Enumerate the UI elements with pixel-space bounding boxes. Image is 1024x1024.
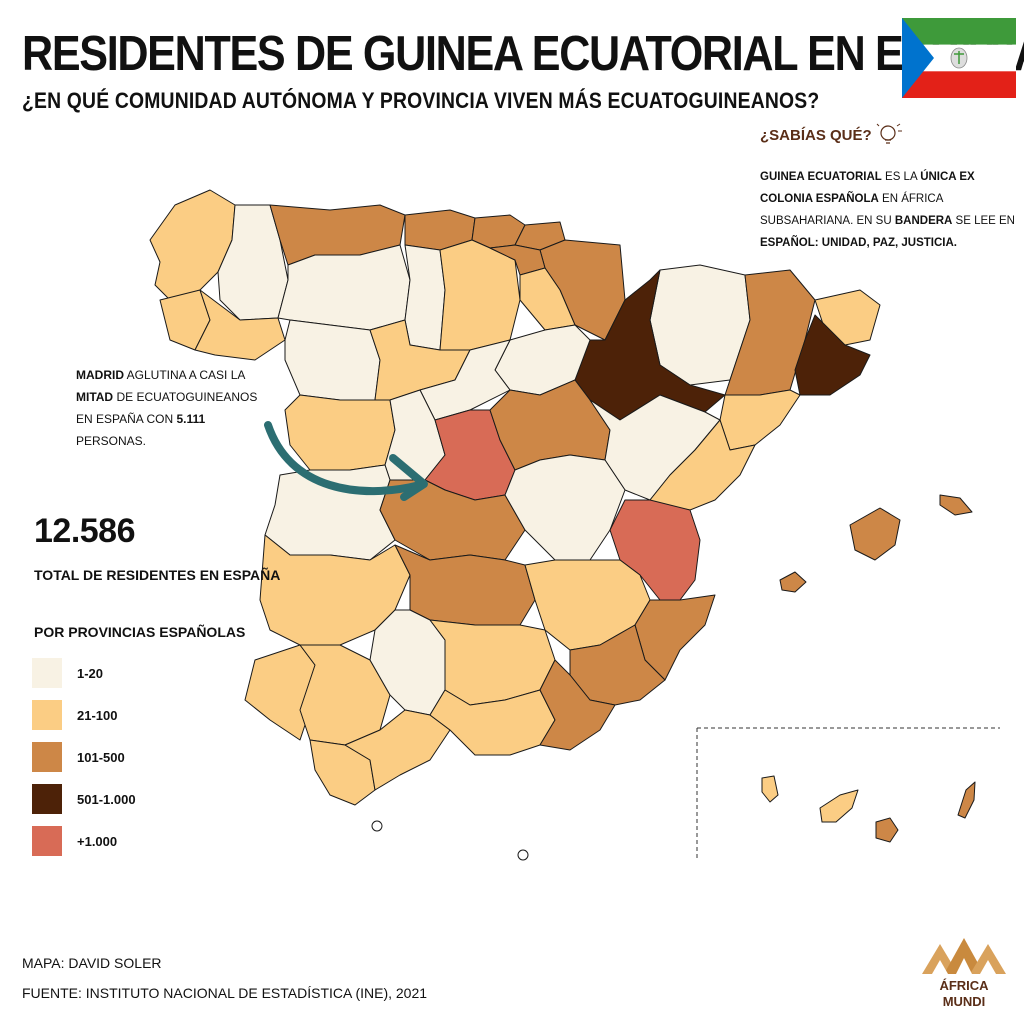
- lightbulb-icon: [876, 123, 902, 144]
- legend: 1-20 21-100 101-500 501-1.000 +1.000: [32, 658, 136, 868]
- madrid-arrow-icon: [264, 421, 424, 496]
- region-gran-canaria: [875, 817, 899, 843]
- legend-item: 1-20: [32, 658, 136, 688]
- legend-item: +1.000: [32, 826, 136, 856]
- canary-inset-frame: [696, 727, 1000, 860]
- legend-swatch: [32, 742, 62, 772]
- page-title: RESIDENTES DE GUINEA ECUATORIAL EN ESPAÑ…: [22, 27, 1024, 81]
- fun-fact-box: ¿SABÍAS QUÉ? GUINEA ECUATORIAL ES LA ÚNI…: [760, 122, 1022, 254]
- legend-swatch: [32, 784, 62, 814]
- region-caceres: [264, 464, 396, 561]
- legend-swatch: [32, 658, 62, 688]
- region-ciudad-real: [394, 544, 536, 626]
- fun-fact-text: GUINEA ECUATORIAL ES LA ÚNICA EX COLONIA…: [760, 171, 1015, 249]
- region-barcelona: [794, 314, 871, 396]
- region-tarragona: [719, 389, 801, 451]
- total-residents-number: 12.586: [34, 512, 136, 550]
- legend-title: POR PROVINCIAS ESPAÑOLAS: [34, 624, 246, 640]
- region-ibiza: [779, 571, 807, 593]
- map-credit: MAPA: DAVID SOLER: [22, 955, 162, 971]
- region-zamora: [284, 319, 381, 401]
- legend-swatch: [32, 826, 62, 856]
- region-almeria: [539, 659, 616, 751]
- svg-text:MUNDI: MUNDI: [943, 994, 986, 1009]
- ceuta-icon: [371, 820, 383, 832]
- legend-item: 101-500: [32, 742, 136, 772]
- africa-mundi-logo: ÁFRICA MUNDI: [922, 938, 1006, 1009]
- fun-fact-heading: ¿SABÍAS QUÉ?: [760, 122, 1022, 148]
- region-menorca: [939, 494, 973, 516]
- page-subtitle: ¿EN QUÉ COMUNIDAD AUTÓNOMA Y PROVINCIA V…: [22, 88, 820, 113]
- legend-swatch: [32, 700, 62, 730]
- region-huelva: [244, 644, 316, 741]
- region-la-palma: [761, 775, 779, 803]
- madrid-callout: MADRID AGLUTINA A CASI LA MITAD DE ECUAT…: [76, 368, 258, 448]
- region-salamanca: [284, 394, 396, 471]
- region-toledo: [379, 479, 526, 561]
- data-source: FUENTE: INSTITUTO NACIONAL DE ESTADÍSTIC…: [22, 985, 428, 1001]
- svg-text:ÁFRICA: ÁFRICA: [939, 978, 989, 993]
- madrid-arrowhead-icon: [389, 454, 428, 501]
- region-mallorca: [849, 507, 901, 561]
- region-tenerife: [819, 789, 859, 823]
- region-cuenca: [504, 454, 626, 561]
- melilla-icon: [517, 849, 529, 861]
- equatorial-guinea-flag-icon: [902, 18, 1016, 98]
- legend-item: 501-1.000: [32, 784, 136, 814]
- region-palencia: [404, 244, 446, 351]
- legend-item: 21-100: [32, 700, 136, 730]
- total-residents-label: TOTAL DE RESIDENTES EN ESPAÑA: [34, 567, 281, 583]
- region-ourense: [194, 289, 286, 361]
- region-lanzarote: [957, 781, 976, 819]
- region-malaga: [344, 709, 451, 791]
- region-burgos: [439, 239, 521, 351]
